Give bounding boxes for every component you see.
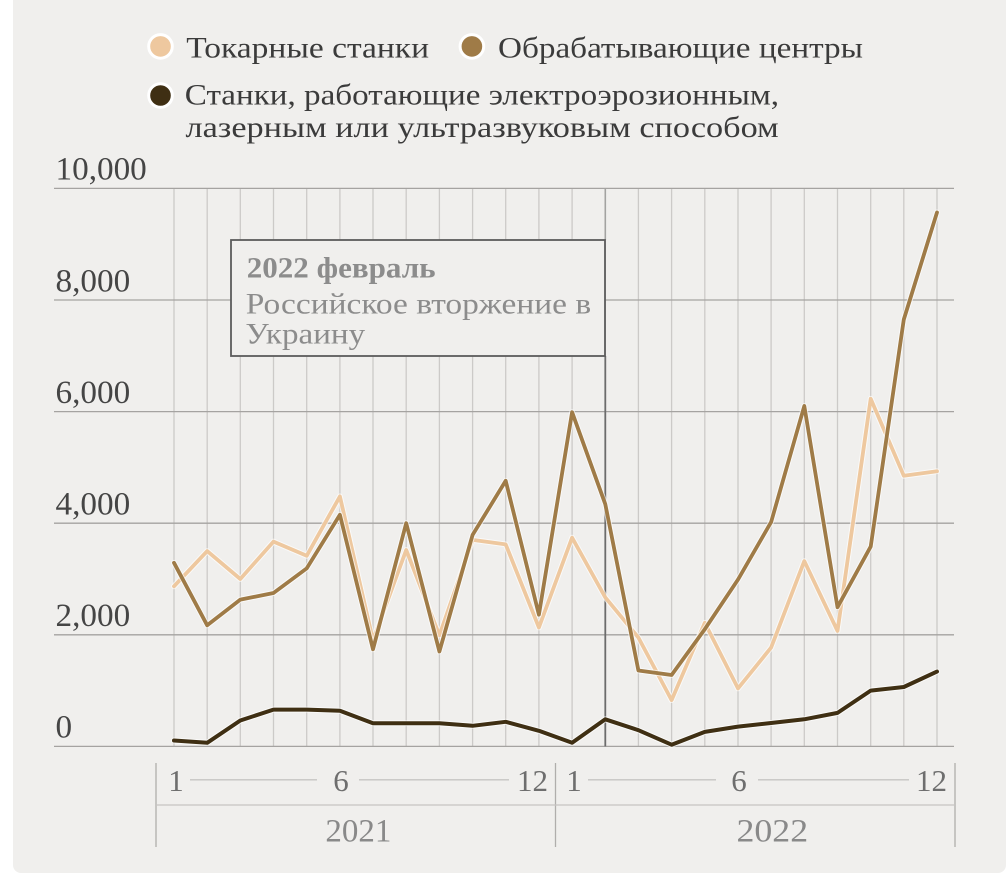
svg-text:2,000: 2,000 bbox=[56, 597, 131, 634]
svg-text:Российское вторжение в: Российское вторжение в bbox=[246, 287, 591, 320]
svg-text:Токарные станки: Токарные станки bbox=[186, 31, 429, 64]
svg-text:2022 февраль: 2022 февраль bbox=[247, 251, 436, 284]
svg-text:4,000: 4,000 bbox=[56, 486, 131, 523]
svg-text:Станки, работающие электроэроз: Станки, работающие электроэрозионным, bbox=[185, 78, 779, 111]
svg-text:6: 6 bbox=[731, 763, 747, 798]
svg-text:6: 6 bbox=[333, 763, 349, 798]
svg-text:лазерным или ультразвуковым сп: лазерным или ультразвуковым способом bbox=[186, 110, 779, 144]
svg-text:2021: 2021 bbox=[325, 814, 391, 850]
svg-text:2022: 2022 bbox=[737, 813, 809, 849]
svg-text:10,000: 10,000 bbox=[56, 151, 147, 188]
svg-text:Обрабатывающие центры: Обрабатывающие центры bbox=[498, 31, 863, 64]
svg-text:0: 0 bbox=[56, 709, 73, 746]
svg-text:6,000: 6,000 bbox=[56, 374, 131, 411]
svg-text:1: 1 bbox=[168, 763, 184, 798]
svg-text:8,000: 8,000 bbox=[56, 262, 131, 299]
svg-text:12: 12 bbox=[916, 763, 947, 798]
svg-text:12: 12 bbox=[517, 763, 548, 798]
svg-text:Украину: Украину bbox=[245, 317, 365, 350]
svg-text:1: 1 bbox=[566, 763, 582, 798]
